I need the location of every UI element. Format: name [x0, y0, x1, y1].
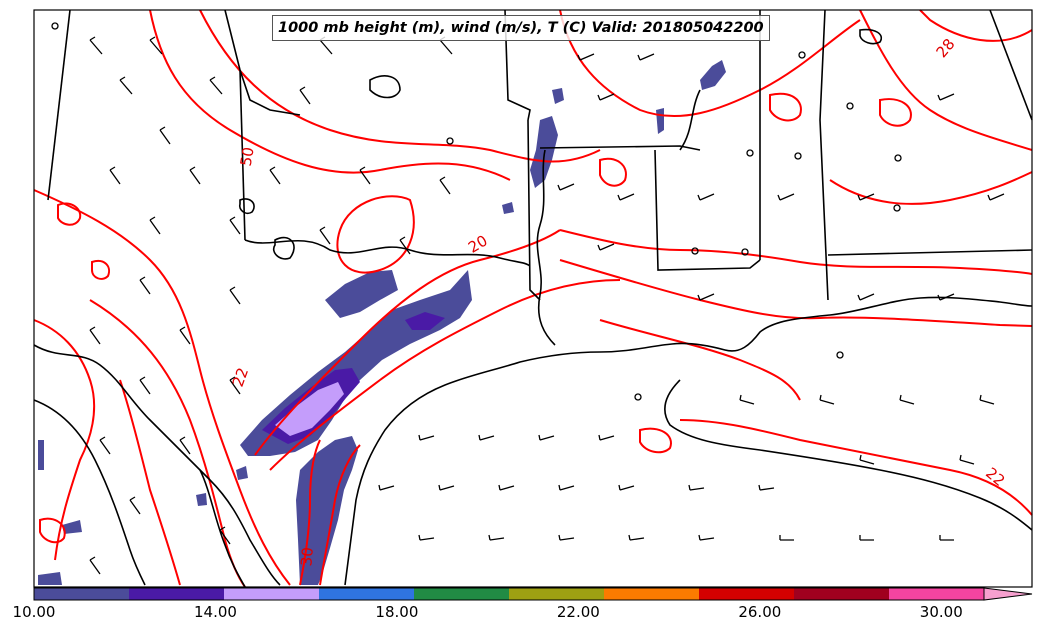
- temperature-contours: [33, 9, 1033, 588]
- map-title: 1000 mb height (m), wind (m/s), T (C) Va…: [272, 15, 770, 41]
- contour-label-22-west: 22: [229, 365, 252, 389]
- contour-label-30: 30: [297, 546, 317, 567]
- colorbar-segment: [319, 588, 415, 600]
- colorbar-tick-label: 14.00: [193, 603, 237, 621]
- colorbar-tick-label: 18.00: [375, 603, 419, 621]
- plot-frame: [33, 9, 1033, 588]
- colorbar-segment: [699, 588, 795, 600]
- calm-wind-circles: [51, 22, 902, 401]
- colorbar-tick-label: 26.00: [738, 603, 782, 621]
- colorbar-segment: [889, 588, 985, 600]
- colorbar-extend-arrow: [983, 587, 1033, 601]
- colorbar-tick-label: 22.00: [556, 603, 600, 621]
- wind-barbs: [89, 36, 1005, 575]
- colorbar-tick-label: 10.00: [12, 603, 56, 621]
- colorbar-segment: [794, 588, 890, 600]
- colorbar-segment: [34, 588, 130, 600]
- colorbar-segment: [129, 588, 225, 600]
- colorbar-tick-label: 30.00: [919, 603, 963, 621]
- colorbar-segment: [414, 588, 510, 600]
- colorbar-segment: [224, 588, 320, 600]
- contour-label-50: 50: [237, 146, 258, 168]
- plot-area: [34, 10, 1032, 587]
- colorbar-outline: [33, 587, 985, 601]
- state-and-coast-boundaries: [33, 9, 1033, 588]
- colorbar-segment: [509, 588, 605, 600]
- colorbar: [33, 587, 1033, 601]
- colorbar-segment: [604, 588, 700, 600]
